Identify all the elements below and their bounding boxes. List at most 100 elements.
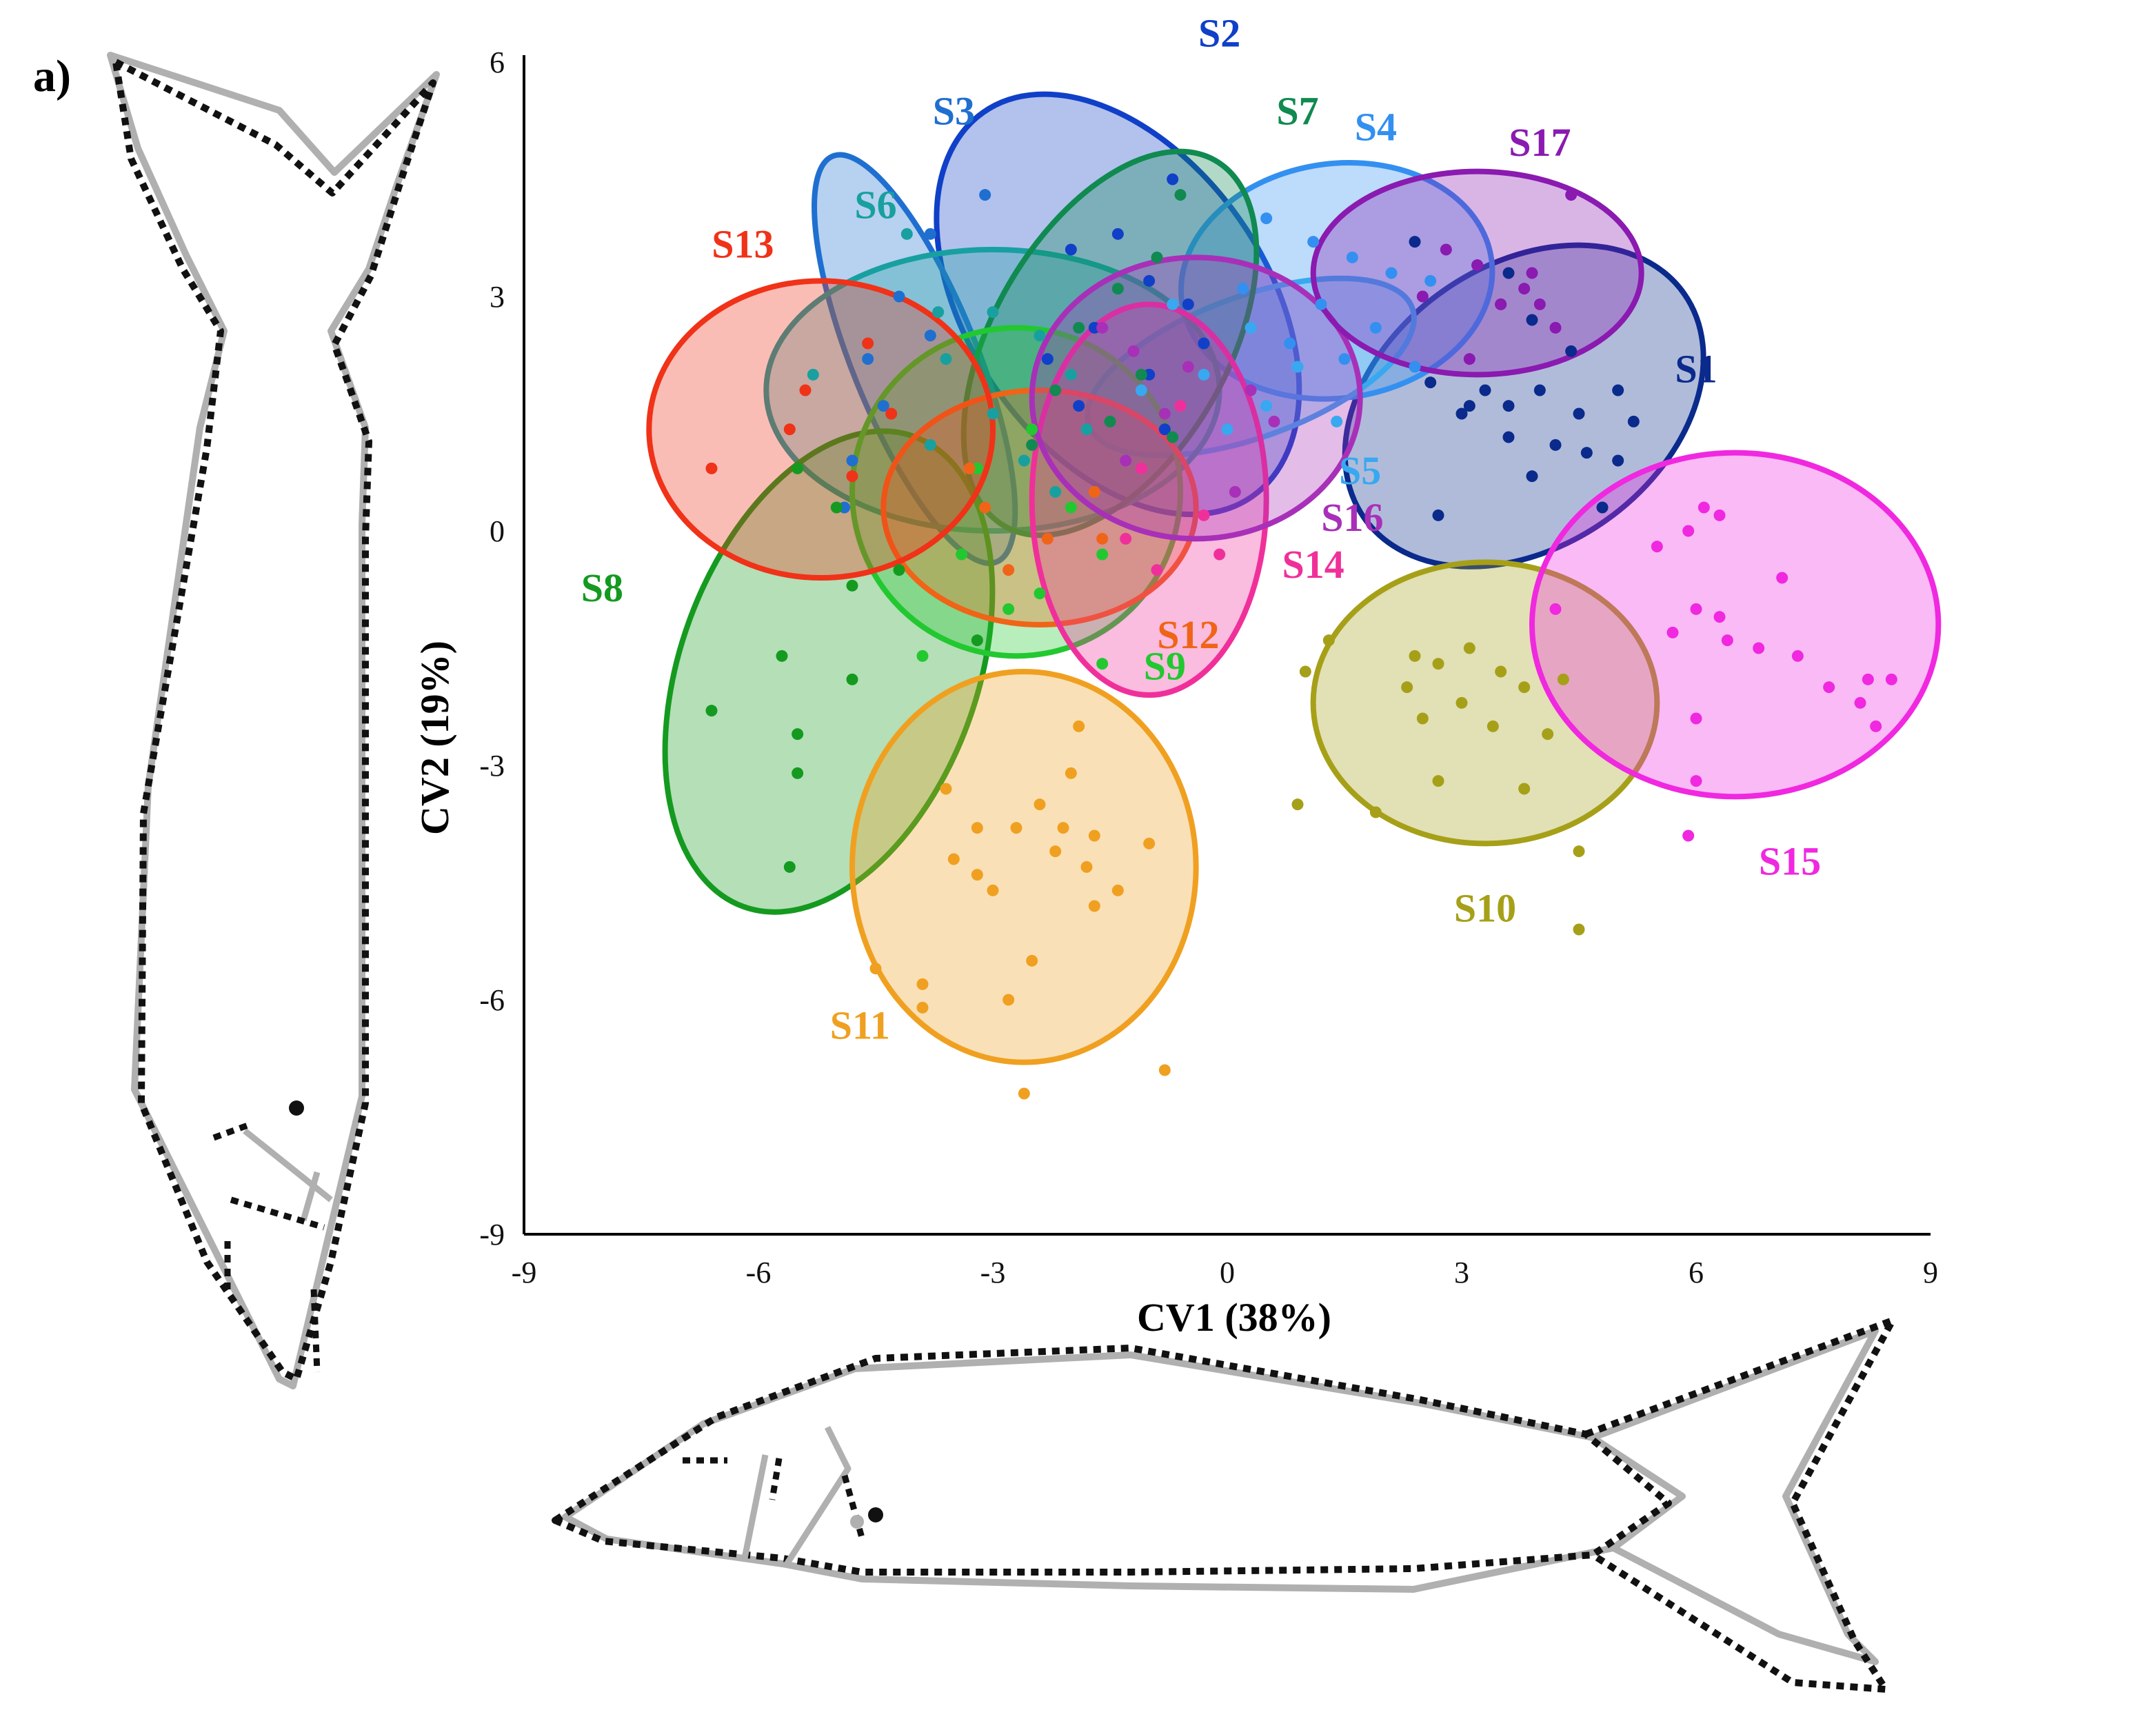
point-s1: [1502, 400, 1515, 412]
point-s6: [924, 439, 936, 451]
point-s15: [1697, 501, 1710, 514]
point-s1: [1612, 454, 1624, 467]
point-s16: [1245, 384, 1257, 396]
point-s5: [1135, 384, 1147, 396]
point-s17: [1416, 290, 1429, 303]
point-s11: [869, 963, 882, 975]
point-s13: [846, 470, 858, 483]
point-s10: [1573, 845, 1585, 858]
point-s1: [1424, 376, 1437, 389]
x-tick-label: -6: [746, 1256, 772, 1289]
point-s13: [705, 462, 718, 474]
point-s12: [963, 462, 976, 474]
point-s13: [885, 408, 898, 420]
point-s10: [1432, 775, 1444, 787]
point-s11: [1057, 822, 1069, 834]
label-s1: S1: [1675, 347, 1717, 392]
point-s16: [1096, 321, 1109, 334]
label-s12: S12: [1157, 612, 1219, 657]
point-s15: [1666, 626, 1679, 638]
point-s1: [1479, 384, 1491, 396]
label-s13: S13: [712, 221, 774, 266]
cv1-mean-shape: [562, 1327, 1879, 1665]
point-s3: [846, 454, 858, 467]
ellipse-s13: [646, 278, 996, 581]
point-s7: [1174, 189, 1187, 201]
point-s16: [1127, 345, 1140, 357]
point-s8: [792, 462, 804, 474]
y-tick-label: -3: [479, 749, 505, 783]
ellipse-s15: [1529, 450, 1942, 800]
point-s10: [1518, 783, 1531, 795]
point-s6: [932, 306, 945, 319]
point-s1: [1526, 314, 1538, 326]
point-s15: [1690, 775, 1702, 787]
point-s11: [1143, 837, 1156, 849]
point-s15: [1690, 603, 1702, 615]
point-s4: [1346, 251, 1358, 263]
point-s9: [1026, 423, 1038, 436]
point-s10: [1573, 923, 1585, 936]
point-s5: [1331, 415, 1343, 428]
point-s11: [1073, 720, 1085, 732]
point-s4: [1307, 236, 1320, 248]
axes: -9 -6 -3 0 3 6 9 -9 -6 -3 0 3 6: [479, 46, 1938, 1289]
point-s9: [1003, 603, 1015, 615]
cv1-eye-dot: [868, 1507, 883, 1522]
point-s15: [1690, 712, 1702, 725]
label-s10: S10: [1454, 886, 1516, 931]
label-s2: S2: [1198, 10, 1240, 55]
point-s3: [862, 353, 874, 365]
point-s1: [1596, 501, 1609, 514]
point-s10: [1455, 696, 1468, 709]
point-s6: [1018, 454, 1030, 467]
point-s5: [1221, 423, 1233, 436]
point-s1: [1432, 509, 1444, 521]
point-s10: [1495, 665, 1507, 678]
point-s11: [916, 1001, 929, 1014]
x-tick-label: 3: [1454, 1256, 1469, 1289]
point-s2: [1073, 400, 1085, 412]
point-s15: [1682, 829, 1695, 842]
label-s17: S17: [1509, 120, 1571, 165]
panel-label: a): [33, 51, 71, 101]
point-s17: [1565, 189, 1578, 201]
point-s7: [1049, 384, 1062, 396]
point-s7: [1151, 251, 1163, 263]
point-s8: [705, 705, 718, 717]
x-tick-label: 0: [1220, 1256, 1235, 1289]
cv1-eye-dot-mean: [850, 1515, 864, 1529]
point-s10: [1416, 712, 1429, 725]
point-s11: [1158, 1064, 1171, 1076]
point-s1: [1612, 384, 1624, 396]
point-s11: [1003, 994, 1015, 1006]
point-s10: [1409, 650, 1421, 662]
point-s1: [1627, 415, 1640, 428]
point-s17: [1526, 267, 1538, 279]
ellipse-s16: [1029, 254, 1363, 542]
point-s12: [1088, 485, 1100, 498]
point-s3: [877, 400, 889, 412]
ellipse-s17: [1310, 168, 1644, 378]
y-tick-label: 3: [490, 280, 505, 314]
ellipse-layer: [646, 91, 1942, 1065]
point-s8: [846, 673, 858, 685]
label-s5: S5: [1339, 448, 1381, 493]
point-s6: [900, 228, 913, 240]
x-axis-title: CV1 (38%): [1137, 1295, 1331, 1340]
point-s8: [830, 501, 843, 514]
cv2-mouth-lines: [243, 1128, 333, 1222]
point-s1: [1463, 400, 1475, 412]
ellipse-s11: [849, 669, 1199, 1065]
point-s16: [1120, 454, 1132, 467]
point-s1: [1455, 408, 1468, 420]
point-s1: [1573, 408, 1585, 420]
point-s14: [1213, 548, 1226, 561]
point-s7: [1104, 415, 1116, 428]
point-s11: [1018, 1087, 1030, 1100]
ellipse-s10: [1310, 559, 1660, 847]
point-s9: [1034, 587, 1046, 600]
point-s17: [1518, 283, 1531, 295]
